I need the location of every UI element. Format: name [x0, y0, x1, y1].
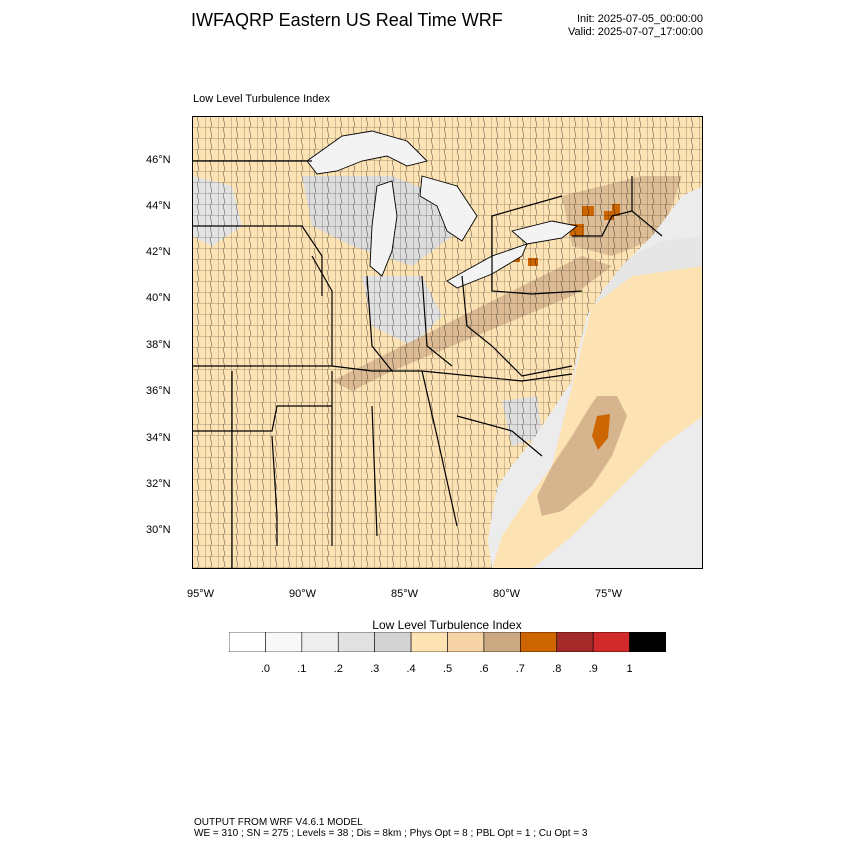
colorbar-swatch [483, 632, 521, 652]
colorbar-label: 1 [626, 663, 633, 675]
colorbar-label: .5 [442, 663, 453, 675]
lat-label-38n: 38°N [146, 339, 171, 351]
colorbar-label: .6 [479, 663, 489, 675]
lon-label-75w: 75°W [595, 588, 623, 600]
colorbar-swatch [410, 632, 448, 652]
colorbar-swatch [447, 632, 485, 652]
lat-label-36n: 36°N [146, 385, 171, 397]
turbulence-map [192, 116, 703, 569]
colorbar [229, 632, 666, 652]
model-info: OUTPUT FROM WRF V4.6.1 MODEL WE = 310 ; … [194, 817, 587, 839]
offshore-plume-orange [592, 414, 610, 450]
colorbar-swatch [520, 632, 558, 652]
footer-line-1: OUTPUT FROM WRF V4.6.1 MODEL [194, 817, 363, 828]
lat-label-32n: 32°N [146, 478, 171, 490]
colorbar-label: .8 [552, 663, 562, 675]
colorbar-swatch [229, 632, 266, 652]
lake-ontario [511, 220, 579, 245]
colorbar-swatch [556, 632, 594, 652]
lake-michigan [369, 180, 398, 277]
colorbar-title: Low Level Turbulence Index [372, 618, 522, 632]
field-title: Low Level Turbulence Index [193, 93, 330, 105]
colorbar-label: .1 [297, 663, 307, 675]
lon-label-80w: 80°W [493, 588, 521, 600]
init-time: Init: 2025-07-05_00:00:00 [577, 13, 703, 25]
footer-line-2: WE = 310 ; SN = 275 ; Levels = 38 ; Dis … [194, 828, 588, 839]
lat-label-46n: 46°N [146, 154, 171, 166]
colorbar-swatch [629, 632, 666, 652]
colorbar-swatch [374, 632, 412, 652]
lat-label-34n: 34°N [146, 432, 171, 444]
state-boundaries [192, 160, 663, 569]
great-lakes [306, 130, 579, 289]
colorbar-label: .3 [370, 663, 380, 675]
colorbar-label: .2 [333, 663, 343, 675]
run-times: Init: 2025-07-05_00:00:00 Valid: 2025-07… [568, 13, 703, 39]
lat-label-30n: 30°N [146, 524, 171, 536]
lon-label-90w: 90°W [289, 588, 317, 600]
colorbar-label: .9 [588, 663, 598, 675]
lon-label-95w: 95°W [187, 588, 215, 600]
plot-title: IWFAQRP Eastern US Real Time WRF [191, 10, 503, 30]
colorbar-label: .7 [515, 663, 525, 675]
lat-label-44n: 44°N [146, 200, 171, 212]
colorbar-swatch [592, 632, 630, 652]
lake-superior [306, 130, 428, 175]
colorbar-label: .0 [260, 663, 270, 675]
lat-label-40n: 40°N [146, 292, 171, 304]
colorbar-swatch [337, 632, 375, 652]
colorbar-swatch [301, 632, 339, 652]
lake-huron [419, 175, 478, 242]
colorbar-swatch [265, 632, 303, 652]
valid-time: Valid: 2025-07-07_17:00:00 [568, 26, 703, 38]
offshore-light-band [592, 236, 703, 306]
lat-label-42n: 42°N [146, 246, 171, 258]
colorbar-label: .4 [406, 663, 416, 675]
lon-label-85w: 85°W [391, 588, 419, 600]
